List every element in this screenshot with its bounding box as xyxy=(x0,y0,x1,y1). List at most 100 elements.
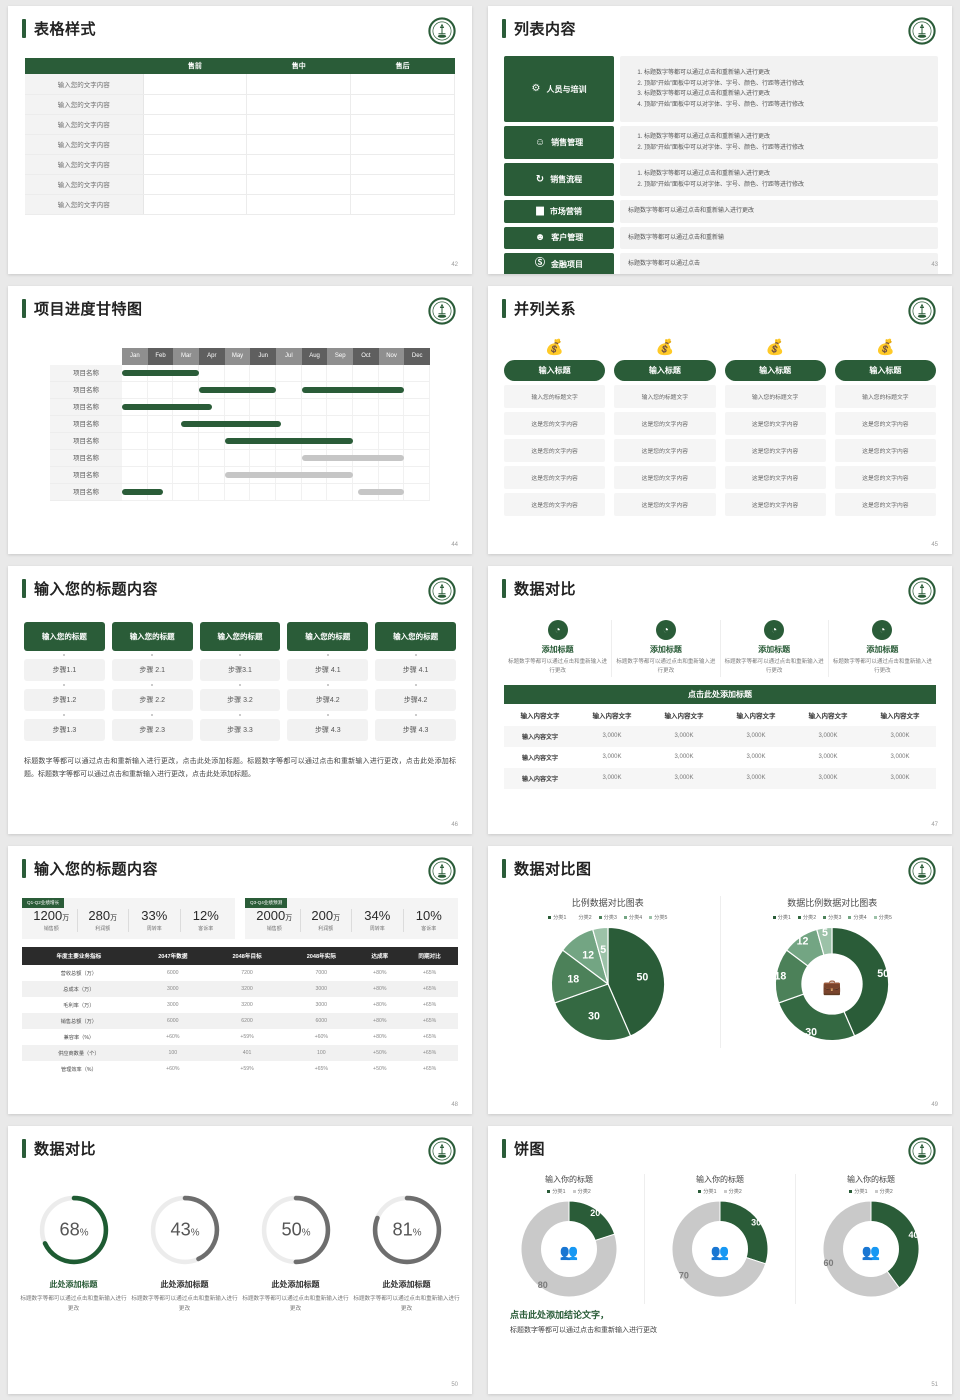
table-cell[interactable] xyxy=(350,94,455,115)
parallel-head[interactable]: 输入标题 xyxy=(614,360,716,381)
legend-entry[interactable]: 分类3 xyxy=(598,914,617,921)
step-cell[interactable]: 步骤1.3 xyxy=(24,719,105,741)
gantt-bar[interactable] xyxy=(122,489,164,495)
parallel-cell[interactable]: 输入您的标题文字 xyxy=(724,385,826,408)
legend-entry[interactable]: 分类1 xyxy=(548,914,566,921)
legend-entry[interactable]: 分类2 xyxy=(572,1188,591,1195)
legend-entry[interactable]: 分类2 xyxy=(874,1188,893,1195)
parallel-head[interactable]: 输入标题 xyxy=(724,360,826,381)
legend-entry[interactable]: 分类2 xyxy=(723,1188,742,1195)
table-cell[interactable] xyxy=(350,74,455,95)
table-cell[interactable] xyxy=(350,114,455,135)
list-text-panel[interactable]: 标题数字等都可以通过点击和重新输入进行更改顶部“开始”面板中可以对字体、字号、颜… xyxy=(620,126,938,159)
parallel-cell[interactable]: 这是您的文字内容 xyxy=(834,412,936,435)
pie-slice[interactable] xyxy=(553,983,632,1042)
step-head[interactable]: 输入您的标题 xyxy=(199,622,281,651)
parallel-cell[interactable]: 这是您的文字内容 xyxy=(834,493,936,516)
legend-entry[interactable]: 分类1 xyxy=(698,1188,717,1195)
step-cell[interactable]: 步骤 3.2 xyxy=(199,689,281,711)
parallel-head[interactable]: 输入标题 xyxy=(834,360,936,381)
step-cell[interactable]: 步骤4.2 xyxy=(375,689,456,711)
parallel-cell[interactable]: 这是您的文字内容 xyxy=(724,493,826,516)
legend-entry[interactable]: 分类4 xyxy=(623,914,642,921)
step-cell[interactable]: 步骤 4.3 xyxy=(287,719,369,741)
gantt-bar[interactable] xyxy=(301,387,405,393)
step-cell[interactable]: 步骤 4.1 xyxy=(287,659,369,681)
parallel-cell[interactable]: 这是您的文字内容 xyxy=(504,412,606,435)
parallel-cell[interactable]: 输入您的标题文字 xyxy=(834,385,936,408)
gantt-bar[interactable] xyxy=(358,489,405,495)
pie-slice[interactable] xyxy=(591,926,609,985)
step-cell[interactable]: 步骤 4.1 xyxy=(375,659,456,681)
table-cell[interactable] xyxy=(143,194,248,215)
table-cell[interactable] xyxy=(143,94,248,115)
table-cell[interactable] xyxy=(246,134,352,155)
list-text-panel[interactable]: 标题数字等都可以通过点击 xyxy=(620,253,938,274)
list-text-panel[interactable]: 标题数字等都可以通过点击和重新输入进行更改顶部“开始”面板中可以对字体、字号、颜… xyxy=(620,56,938,122)
table-cell[interactable] xyxy=(246,74,352,95)
step-cell[interactable]: 步骤4.2 xyxy=(287,689,369,711)
step-cell[interactable]: 步骤1.2 xyxy=(24,689,105,711)
gantt-bar[interactable] xyxy=(181,421,282,427)
parallel-cell[interactable]: 这是您的文字内容 xyxy=(724,466,826,489)
parallel-cell[interactable]: 这是您的文字内容 xyxy=(614,466,716,489)
step-head[interactable]: 输入您的标题 xyxy=(287,622,369,651)
list-tab-users-icon[interactable]: ☻ 客户管理 xyxy=(504,226,614,249)
table-cell[interactable] xyxy=(246,94,352,115)
step-cell[interactable]: 步骤 3.3 xyxy=(199,719,281,741)
legend-entry[interactable]: 分类3 xyxy=(823,914,841,921)
table-cell[interactable] xyxy=(246,154,352,175)
legend-entry[interactable]: 分类1 xyxy=(772,914,791,921)
gantt-bar[interactable] xyxy=(301,455,405,461)
parallel-cell[interactable]: 这是您的文字内容 xyxy=(504,466,606,489)
table-cell[interactable] xyxy=(246,114,352,135)
parallel-cell[interactable]: 这是您的文字内容 xyxy=(614,412,716,435)
parallel-cell[interactable]: 这是您的文字内容 xyxy=(724,439,826,462)
legend-entry[interactable]: 分类4 xyxy=(848,914,867,921)
parallel-cell[interactable]: 这是您的文字内容 xyxy=(834,466,936,489)
list-tab-bar-chart-icon[interactable]: ▆ 市场营销 xyxy=(504,200,614,223)
parallel-head[interactable]: 输入标题 xyxy=(504,360,606,381)
list-tab-finance-hand-icon[interactable]: Ⓢ 金融项目 xyxy=(504,253,614,274)
list-tab-team-icon[interactable]: ⚙ 人员与培训 xyxy=(504,56,614,122)
step-cell[interactable]: 步骤 2.2 xyxy=(111,689,193,711)
table-cell[interactable] xyxy=(350,174,455,195)
list-tab-sales-manage-icon[interactable]: ☺ 销售管理 xyxy=(504,126,614,159)
parallel-cell[interactable]: 这是您的文字内容 xyxy=(724,412,826,435)
table-cell[interactable] xyxy=(143,154,248,175)
pie-slice[interactable] xyxy=(550,949,609,1004)
legend-entry[interactable]: 分类2 xyxy=(797,914,816,921)
gantt-bar[interactable] xyxy=(199,387,276,393)
table-cell[interactable] xyxy=(350,134,455,155)
legend-entry[interactable]: 分类1 xyxy=(849,1188,868,1195)
parallel-cell[interactable]: 这是您的文字内容 xyxy=(614,493,716,516)
parallel-cell[interactable]: 输入您的标题文字 xyxy=(614,385,716,408)
parallel-cell[interactable]: 输入您的标题文字 xyxy=(504,385,606,408)
legend-entry[interactable]: 分类5 xyxy=(873,914,892,921)
step-cell[interactable]: 步骤 2.3 xyxy=(111,719,193,741)
gantt-bar[interactable] xyxy=(224,438,353,444)
step-cell[interactable]: 步骤3.1 xyxy=(199,659,281,681)
gantt-bar[interactable] xyxy=(122,404,212,410)
step-head[interactable]: 输入您的标题 xyxy=(24,622,105,651)
legend-entry[interactable]: 分类2 xyxy=(573,914,591,921)
step-cell[interactable]: 步骤 4.3 xyxy=(375,719,456,741)
table-cell[interactable] xyxy=(246,194,352,215)
table-cell[interactable] xyxy=(350,194,455,215)
list-text-panel[interactable]: 标题数字等都可以通过点击和重新输入进行更改顶部“开始”面板中可以对字体、字号、颜… xyxy=(620,163,938,196)
parallel-cell[interactable]: 这是您的文字内容 xyxy=(614,439,716,462)
list-tab-refresh-icon[interactable]: ↻ 销售流程 xyxy=(504,163,614,196)
step-head[interactable]: 输入您的标题 xyxy=(111,622,193,651)
gantt-bar[interactable] xyxy=(224,472,353,478)
parallel-cell[interactable]: 这是您的文字内容 xyxy=(834,439,936,462)
parallel-cell[interactable]: 这是您的文字内容 xyxy=(504,439,606,462)
parallel-cell[interactable]: 这是您的文字内容 xyxy=(504,493,606,516)
table-cell[interactable] xyxy=(143,174,248,195)
table-cell[interactable] xyxy=(143,114,248,135)
list-text-panel[interactable]: 标题数字等都可以通过点击和重新输 xyxy=(620,226,938,249)
step-cell[interactable]: 步骤1.1 xyxy=(24,659,105,681)
table-cell[interactable] xyxy=(143,134,248,155)
pie-slice[interactable] xyxy=(607,926,665,1037)
table-cell[interactable] xyxy=(350,154,455,175)
step-head[interactable]: 输入您的标题 xyxy=(375,622,456,651)
